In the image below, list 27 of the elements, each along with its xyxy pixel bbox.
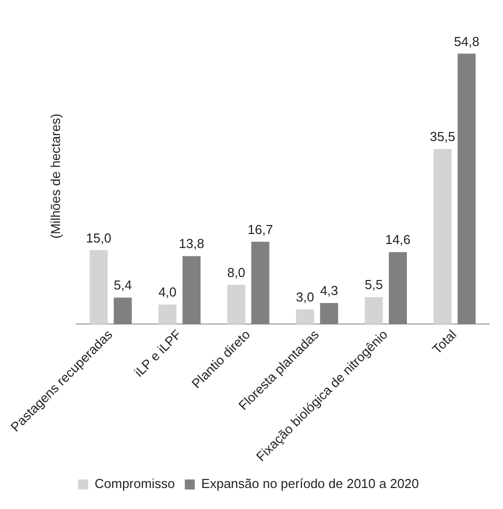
bar	[458, 54, 476, 324]
bar	[296, 309, 314, 324]
y-axis-title: (Milhões de hectares)	[48, 114, 64, 239]
data-label: 3,0	[296, 290, 314, 305]
data-label: 15,0	[86, 230, 112, 246]
bar	[158, 304, 176, 324]
data-label: 13,8	[178, 236, 204, 252]
data-label: 4,0	[158, 284, 177, 300]
bar	[320, 303, 338, 324]
data-label: 5,5	[364, 277, 383, 292]
data-label: 16,7	[248, 222, 273, 237]
legend-label: Expansão no período de 2010 a 2020	[201, 476, 419, 492]
bar	[251, 242, 270, 324]
bar	[182, 256, 201, 324]
data-label: 5,4	[114, 278, 132, 293]
bar	[227, 284, 246, 324]
data-label: 54,8	[454, 34, 480, 49]
bar	[388, 252, 407, 324]
bar	[90, 250, 108, 324]
legend-label: Compromisso	[94, 476, 175, 492]
bar	[114, 298, 132, 324]
data-label: 4,3	[320, 283, 338, 298]
data-label: 35,5	[430, 129, 456, 144]
bar	[364, 297, 383, 324]
data-label: 8,0	[227, 264, 246, 280]
bar	[434, 148, 452, 324]
data-label: 14,6	[385, 232, 411, 248]
